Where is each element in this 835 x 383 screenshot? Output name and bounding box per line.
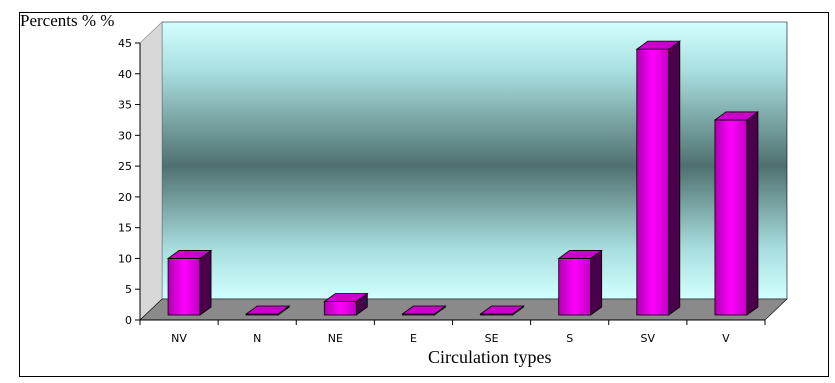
bar-top: [401, 305, 447, 315]
back-wall: [161, 21, 788, 300]
bar-front: [636, 48, 670, 316]
bar-s: [557, 249, 603, 316]
bar-top: [557, 250, 603, 259]
bar-side: [668, 40, 681, 316]
y-axis: 0 5 10 15 20 25 30 35 40 45: [118, 37, 141, 327]
y-tick-label: 15: [118, 222, 132, 235]
x-tick-label: N: [253, 332, 261, 345]
y-tick-label: 0: [125, 314, 132, 327]
bar-v: [713, 111, 760, 316]
bar-e: [401, 305, 447, 316]
bar-front: [558, 258, 592, 316]
bar-top: [479, 305, 525, 315]
bar-top: [244, 305, 291, 315]
y-axis-title: Percents % %: [20, 11, 115, 30]
bar-n: [244, 305, 291, 316]
y-tick-label: 25: [118, 160, 132, 173]
x-tick-label: SE: [485, 332, 499, 345]
bar-front: [323, 301, 357, 316]
y-tick-label: 5: [125, 283, 132, 296]
bar-top: [323, 293, 369, 302]
bar-nv: [166, 249, 213, 316]
y-tick-label: 40: [118, 68, 132, 81]
x-tick-label: V: [722, 332, 730, 345]
bar-ne: [323, 292, 369, 316]
chart-walls: [139, 21, 788, 321]
bar-front: [167, 258, 201, 316]
x-axis: NV N NE E SE S SV V: [139, 319, 766, 345]
y-tick-label: 10: [118, 252, 132, 265]
x-tick-label: E: [410, 332, 417, 345]
x-tick-label: S: [566, 332, 573, 345]
y-tick-label: 45: [118, 37, 132, 50]
bar-side: [199, 249, 212, 316]
bar-top: [166, 250, 213, 259]
x-tick-label: SV: [641, 332, 656, 345]
y-tick-label: 20: [118, 191, 132, 204]
y-tick-label: 35: [118, 99, 132, 112]
bar-series: [166, 40, 760, 316]
x-tick-label: NE: [328, 332, 343, 345]
bar-se: [479, 305, 525, 316]
bar-top: [635, 40, 682, 50]
floor: [139, 298, 788, 321]
bar-side: [746, 111, 759, 316]
x-tick-label: NV: [171, 332, 187, 345]
bar-top: [713, 111, 760, 121]
x-axis-title: Circulation types: [428, 347, 552, 367]
y-tick-label: 30: [118, 129, 132, 142]
bar-sv: [635, 40, 682, 316]
bar-side: [590, 249, 603, 316]
side-wall: [139, 21, 163, 321]
bar-front: [714, 119, 748, 316]
